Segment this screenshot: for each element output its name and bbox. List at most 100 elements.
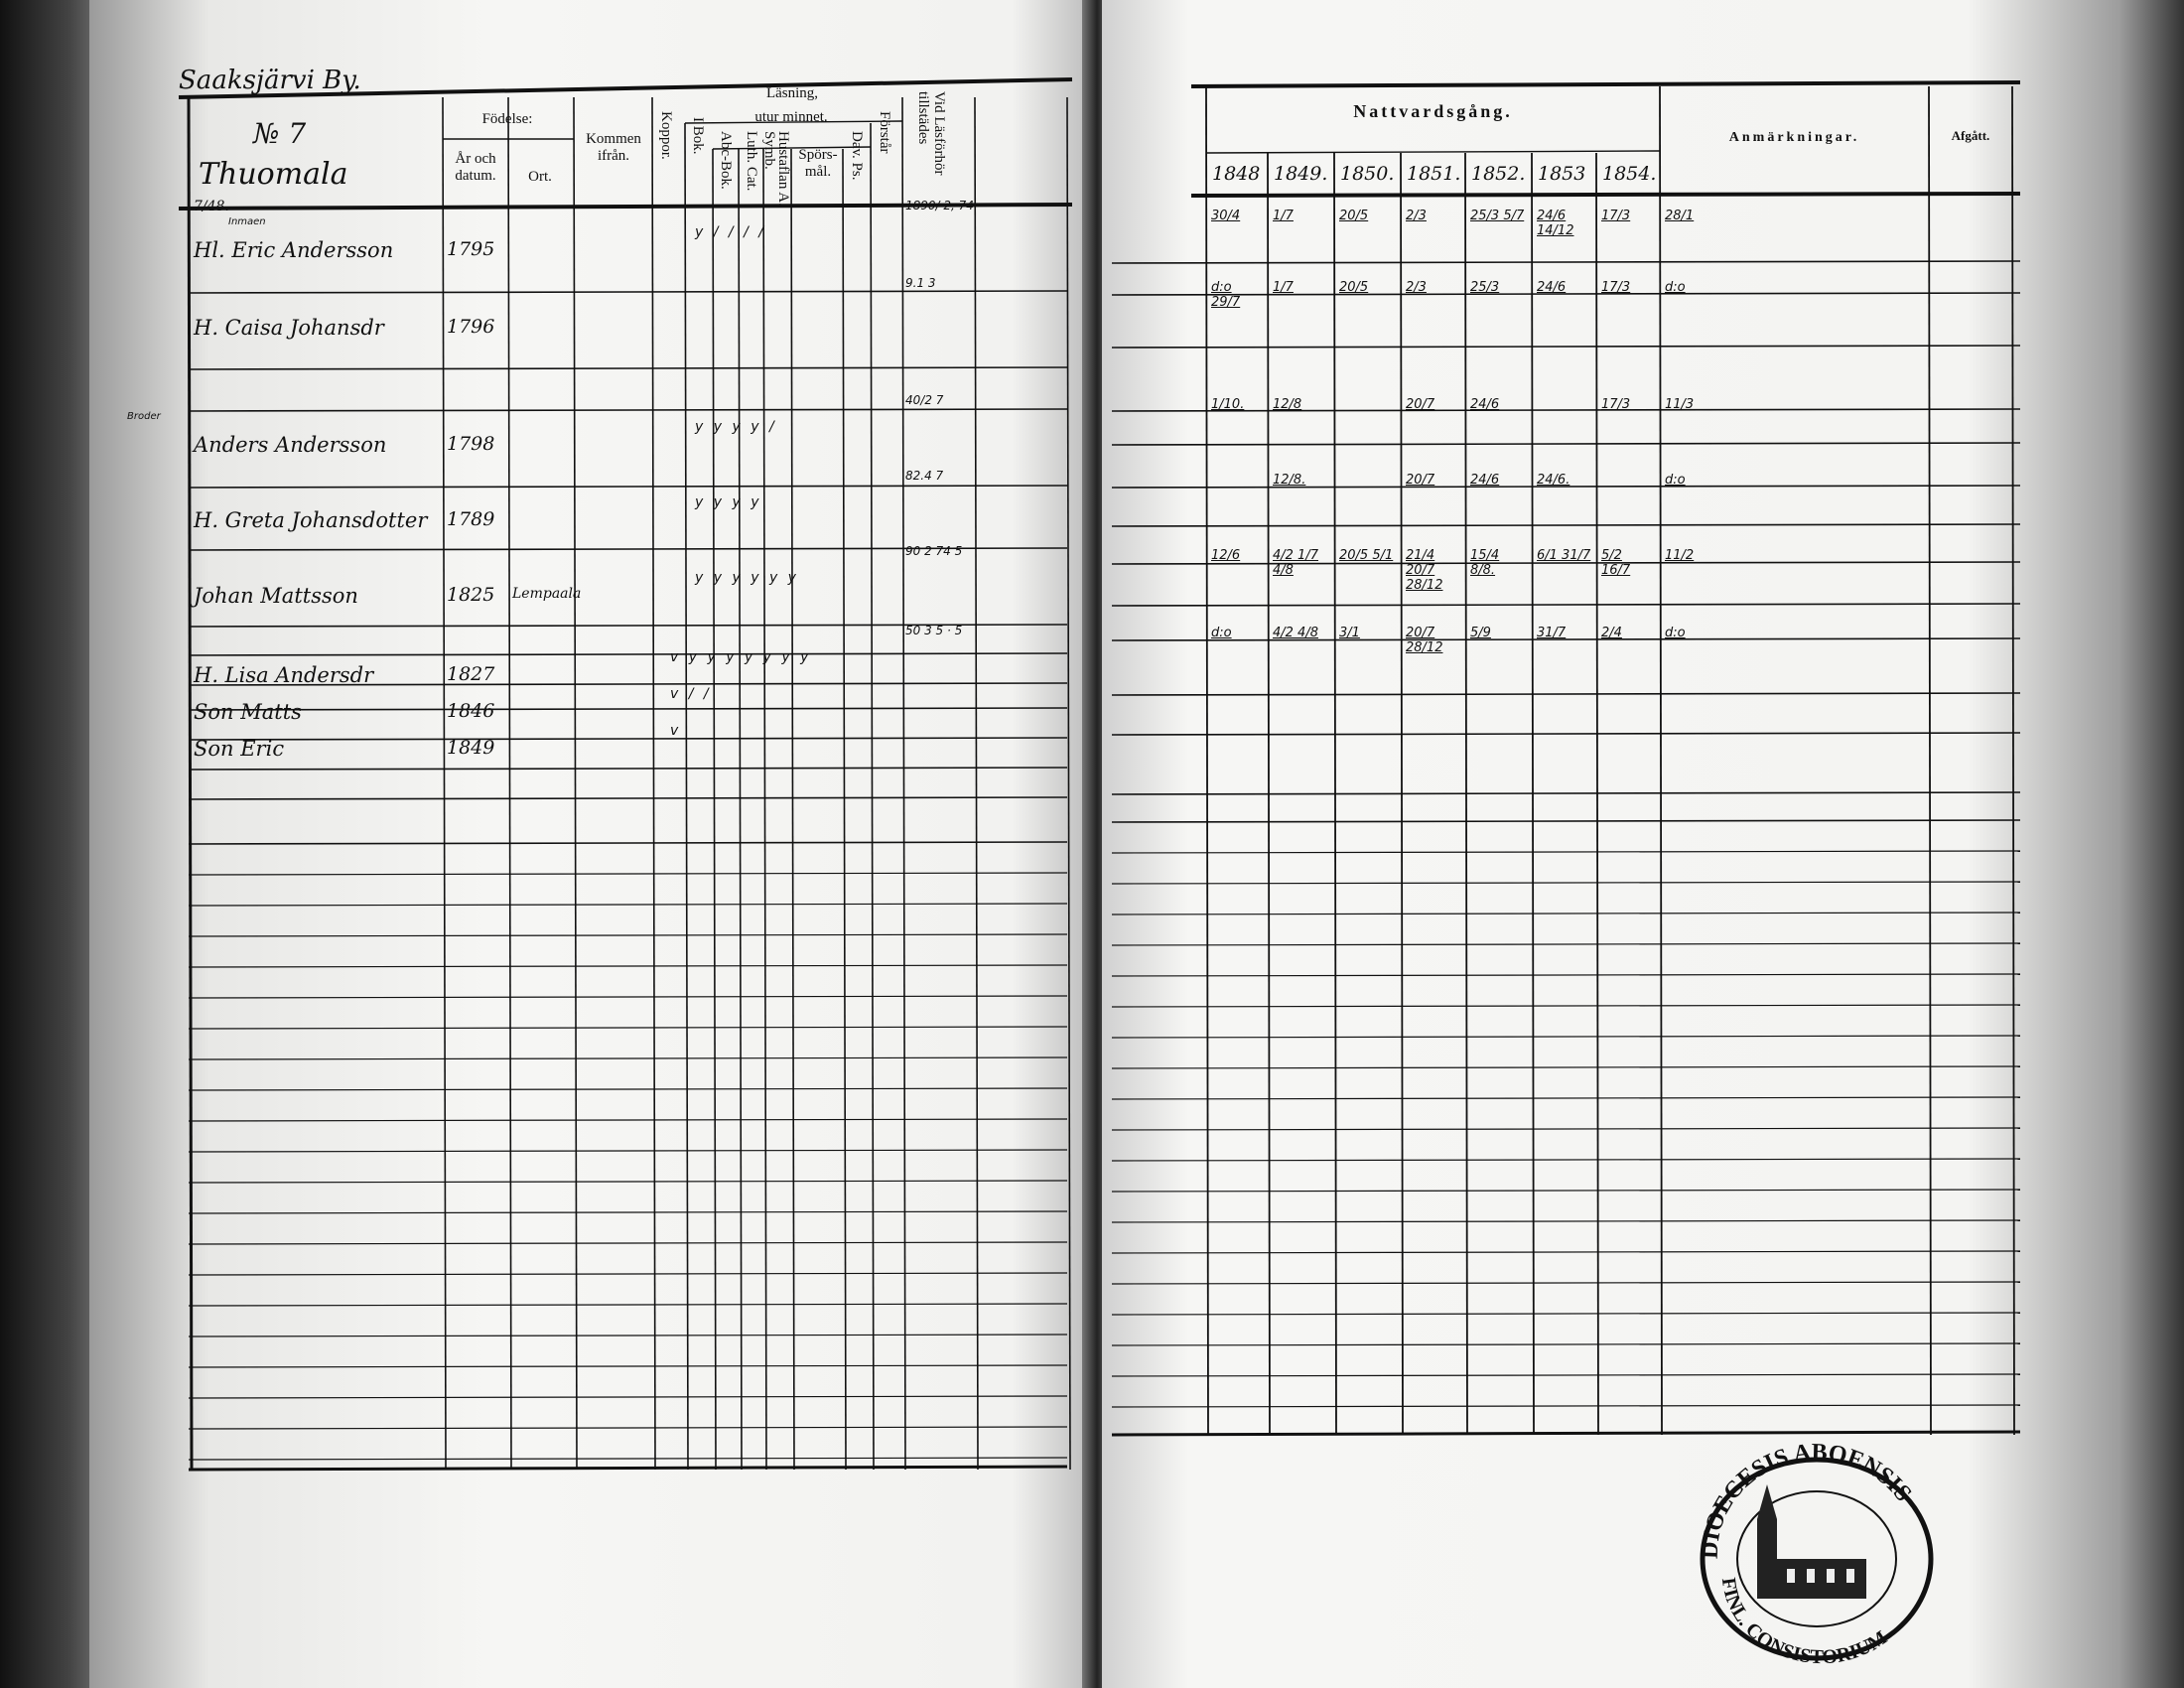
birth-year: 1795 bbox=[447, 238, 495, 260]
reading-marks: v y y y y y y y bbox=[670, 649, 809, 665]
person-name: H. Greta Johansdotter bbox=[194, 508, 428, 532]
rule-line bbox=[188, 485, 1068, 489]
rule-line bbox=[1111, 791, 2021, 795]
header-kommen-ifran: Kommen ifrån. bbox=[586, 131, 641, 164]
rule-line bbox=[1111, 1065, 2021, 1069]
rule-line bbox=[1111, 850, 2021, 854]
rule-line bbox=[1111, 692, 2021, 696]
reading-marks: y / / / / bbox=[695, 224, 763, 240]
person-name: Anders Andersson bbox=[194, 433, 387, 457]
communion-date: 24/6 bbox=[1470, 397, 1500, 412]
rule-line bbox=[790, 148, 795, 1471]
communion-date: 24/6 14/12 bbox=[1537, 209, 1574, 238]
birth-year: 1825 bbox=[447, 584, 495, 606]
rule-line bbox=[188, 796, 1068, 800]
header-utur-minnet: utur minnet. bbox=[754, 109, 828, 125]
rule-line bbox=[188, 1465, 1068, 1472]
lasforhor-entry: 90 2 74 5 bbox=[905, 544, 963, 558]
rule-line bbox=[712, 148, 717, 1471]
rule-line bbox=[188, 903, 1068, 907]
communion-date: 15/4 8/8. bbox=[1470, 548, 1500, 578]
rule-line bbox=[1111, 637, 2021, 641]
lasforhor-entry: 40/2 7 bbox=[905, 393, 944, 407]
rule-line bbox=[1111, 942, 2021, 946]
communion-date: 3/1 bbox=[1339, 626, 1360, 640]
communion-date: 20/7 bbox=[1406, 397, 1435, 412]
rule-line bbox=[870, 122, 875, 1471]
rule-line bbox=[1111, 485, 2021, 489]
rule-line bbox=[188, 1056, 1068, 1060]
reading-marks: v bbox=[670, 723, 679, 739]
header-sporsmal: Spörs-mål. bbox=[798, 147, 838, 180]
rule-line bbox=[1111, 1281, 2021, 1285]
reading-marks: y y y y bbox=[695, 494, 759, 510]
rule-line bbox=[1111, 1158, 2021, 1162]
rule-line bbox=[1111, 442, 2021, 446]
rule-line bbox=[1111, 408, 2021, 412]
rule-line bbox=[188, 1180, 1068, 1184]
rule-line bbox=[712, 146, 872, 150]
rule-line bbox=[178, 77, 1073, 99]
person-name: H. Caisa Johansdr bbox=[194, 316, 384, 340]
communion-date: 20/5 bbox=[1339, 209, 1369, 223]
rule-line bbox=[188, 995, 1068, 999]
header-abc-bok: Abc-Bok. bbox=[718, 131, 734, 190]
person-name: Hl. Eric Andersson bbox=[194, 238, 394, 262]
lasforhor-entry: 1890/ 2, 74 bbox=[905, 199, 974, 212]
rule-line bbox=[1111, 1127, 2021, 1131]
communion-date: d:o bbox=[1211, 626, 1232, 640]
reading-marks: v / / bbox=[670, 686, 709, 702]
header-nattvardsgang: Nattvardsgång. bbox=[1353, 101, 1513, 121]
rule-line bbox=[188, 290, 1068, 294]
rule-line bbox=[188, 964, 1068, 968]
household-number: № 7 bbox=[253, 117, 307, 150]
remark-entry: 11/2 bbox=[1665, 548, 1695, 563]
rule-line bbox=[651, 96, 656, 1471]
header-lasning: Läsning, bbox=[765, 85, 819, 101]
rule-line bbox=[187, 96, 194, 1471]
rule-line bbox=[1111, 1250, 2021, 1254]
rule-line bbox=[188, 652, 1068, 656]
rule-line bbox=[188, 737, 1068, 741]
header-anmarkningar: Anmärkningar. bbox=[1728, 130, 1860, 145]
rule-line bbox=[188, 872, 1068, 876]
rule-line bbox=[188, 1426, 1068, 1430]
communion-date: 25/3 5/7 bbox=[1470, 209, 1525, 223]
year-header: 1851. bbox=[1407, 163, 1461, 185]
rule-line bbox=[1111, 973, 2021, 977]
communion-date: 12/6 bbox=[1211, 548, 1241, 563]
communion-date: 21/4 20/7 28/12 bbox=[1406, 548, 1443, 593]
rule-line bbox=[188, 1118, 1068, 1122]
person-note: Inmaen bbox=[228, 216, 266, 227]
remark-entry: 28/1 bbox=[1665, 209, 1695, 223]
communion-date: 2/3 bbox=[1406, 209, 1427, 223]
birth-year: 1798 bbox=[447, 433, 495, 455]
lasforhor-entry: 50 3 5 · 5 bbox=[905, 624, 963, 637]
year-header: 1852. bbox=[1471, 163, 1526, 185]
rule-line bbox=[188, 408, 1068, 412]
reading-marks: y y y y y y bbox=[695, 570, 796, 586]
communion-date: 2/4 bbox=[1601, 626, 1622, 640]
rule-line bbox=[1111, 292, 2021, 296]
rule-line bbox=[1111, 1035, 2021, 1039]
communion-date: 4/2 1/7 4/8 bbox=[1273, 548, 1318, 578]
person-name: Johan Mattsson bbox=[194, 584, 358, 608]
farm-fraction: 7/48. bbox=[194, 199, 229, 214]
header-hustaflan: Hustaflan A. Symb. bbox=[761, 131, 791, 207]
rule-line bbox=[1111, 1342, 2021, 1346]
person-name: Son Matts bbox=[194, 700, 302, 724]
remark-entry: d:o bbox=[1665, 473, 1686, 488]
rule-line bbox=[188, 841, 1068, 845]
birth-place: Lempaala bbox=[512, 586, 582, 602]
rule-line bbox=[1111, 1430, 2021, 1437]
rule-line bbox=[1111, 881, 2021, 885]
header-fodelse: Födelse: bbox=[481, 111, 533, 127]
rule-line bbox=[188, 1026, 1068, 1030]
rule-line bbox=[1205, 85, 1209, 1436]
rule-line bbox=[1659, 85, 1663, 1436]
rule-line bbox=[188, 1457, 1068, 1461]
rule-line bbox=[1111, 1189, 2021, 1193]
rule-line bbox=[1190, 192, 2021, 198]
rule-line bbox=[1111, 1004, 2021, 1008]
